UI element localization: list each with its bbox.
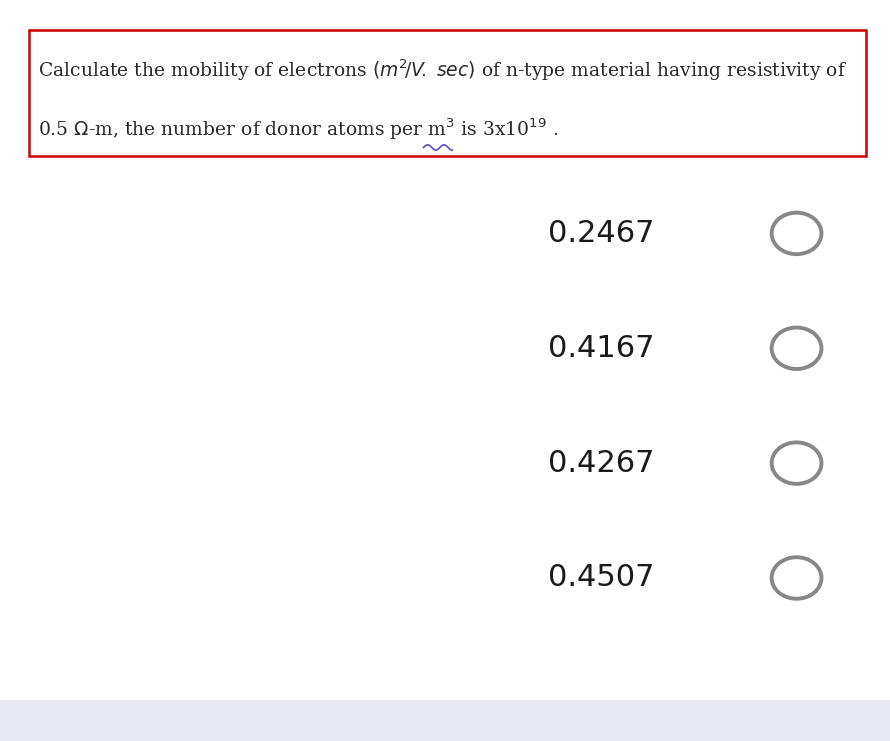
Circle shape <box>772 328 821 369</box>
Circle shape <box>772 213 821 254</box>
Text: 0.2467: 0.2467 <box>547 219 654 248</box>
Text: 0.5 $\Omega$-m, the number of donor atoms per m$^3$ is 3x10$^{19}$ .: 0.5 $\Omega$-m, the number of donor atom… <box>38 117 559 142</box>
FancyBboxPatch shape <box>0 700 890 741</box>
Circle shape <box>772 557 821 599</box>
Text: 0.4167: 0.4167 <box>547 333 654 363</box>
FancyBboxPatch shape <box>29 30 866 156</box>
Text: Calculate the mobility of electrons $(m^2\!/V\!.\ \mathit{sec})$ of n-type mater: Calculate the mobility of electrons $(m^… <box>38 58 847 83</box>
Text: 0.4507: 0.4507 <box>547 563 654 593</box>
Circle shape <box>772 442 821 484</box>
Text: 0.4267: 0.4267 <box>547 448 654 478</box>
